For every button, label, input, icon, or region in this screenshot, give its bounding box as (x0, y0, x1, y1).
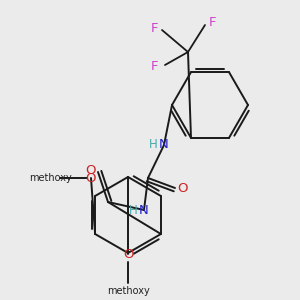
Text: H: H (129, 205, 137, 218)
Text: O: O (85, 164, 95, 178)
Text: F: F (208, 16, 216, 29)
Text: H: H (148, 137, 158, 151)
Text: O: O (123, 248, 133, 260)
Text: O: O (178, 182, 188, 196)
Text: N: N (159, 139, 169, 152)
Text: methoxy: methoxy (28, 173, 71, 183)
Text: O: O (86, 172, 96, 184)
Text: F: F (151, 22, 159, 34)
Text: F: F (151, 61, 159, 74)
Text: N: N (139, 203, 149, 217)
Text: methoxy: methoxy (106, 286, 149, 296)
